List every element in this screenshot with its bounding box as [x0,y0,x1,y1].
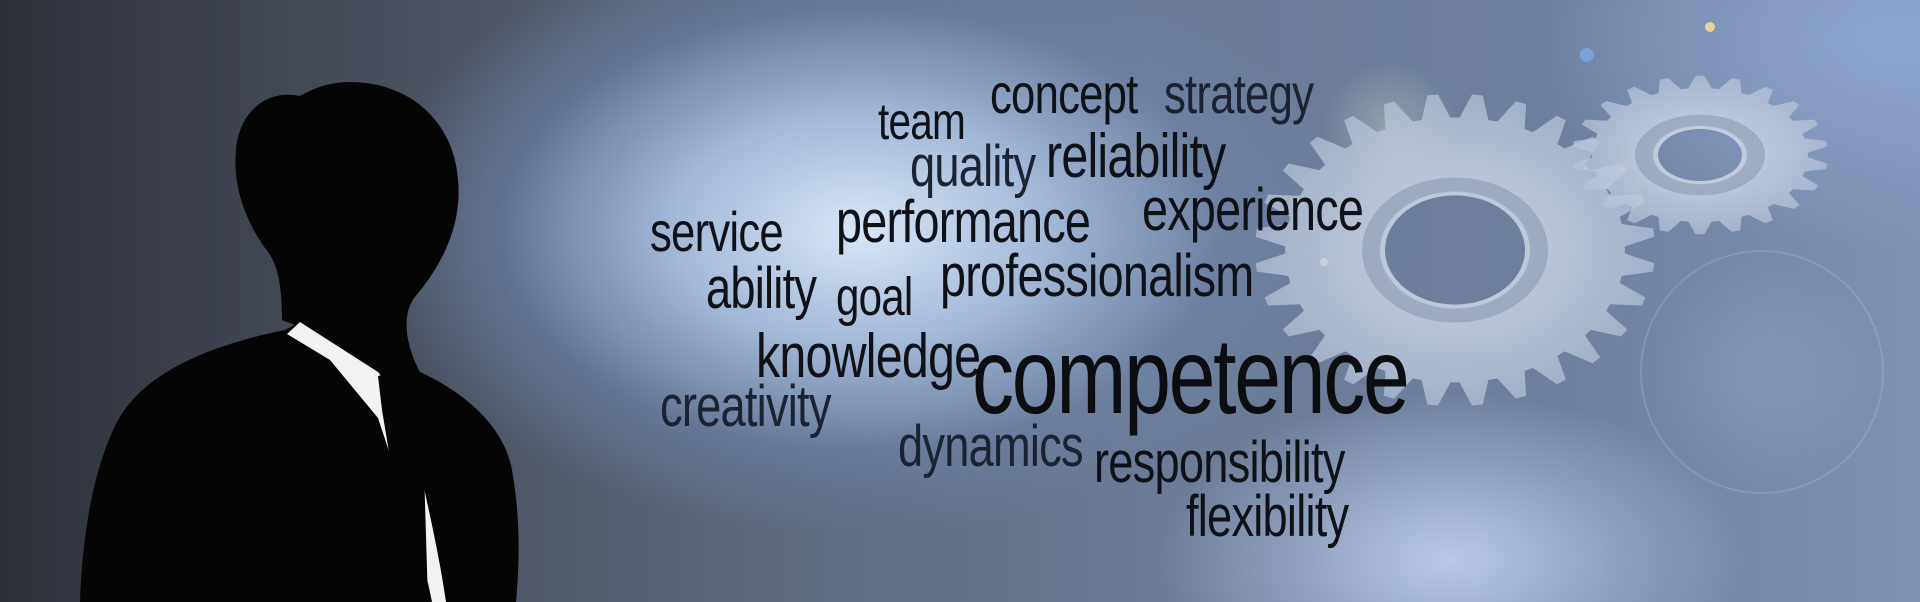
large-gear-icon [1255,94,1655,406]
gear-body [1572,75,1828,235]
word-competence: competence [972,315,1410,436]
word-professionalism: professionalism [940,242,1254,309]
gear-hub-ring [1362,177,1548,323]
silhouette-tie [378,372,428,602]
word-team: team [878,93,966,151]
gear-body [1255,94,1655,406]
word-service: service [650,200,784,263]
businessman-silhouette [80,82,519,602]
word-reliability: reliability [1046,122,1226,191]
word-performance: performance [836,188,1091,255]
word-flexibility: flexibility [1186,484,1349,549]
word-experience: experience [1142,176,1364,243]
silhouette-body [80,322,519,602]
word-responsibility: responsibility [1094,430,1345,495]
word-concept: concept [990,62,1138,125]
word-quality: quality [910,134,1036,199]
word-creativity: creativity [660,374,831,439]
gear-hub-ring [1635,114,1765,196]
word-dynamics: dynamics [898,414,1084,479]
small-gear-icon [1572,75,1828,235]
word-knowledge: knowledge [756,322,981,391]
word-strategy: strategy [1164,62,1314,125]
word-ability: ability [706,256,817,321]
word-goal: goal [836,267,913,327]
silhouette-head [235,82,459,372]
